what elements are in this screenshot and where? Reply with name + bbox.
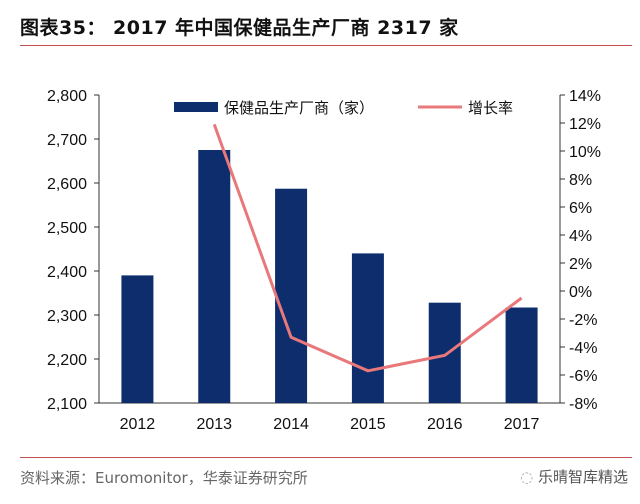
right-tick-label: 12%: [569, 116, 601, 133]
left-tick-label: 2,400: [47, 264, 87, 281]
right-tick-label: 4%: [569, 228, 592, 245]
x-tick-label: 2013: [196, 416, 232, 433]
right-tick-label: 10%: [569, 144, 601, 161]
footer-rule: [20, 457, 632, 458]
legend-bar-swatch: [174, 102, 218, 112]
bar-2012: [121, 275, 154, 403]
left-tick-label: 2,300: [47, 308, 87, 325]
left-tick-label: 2,100: [47, 396, 87, 413]
bar-2015: [351, 253, 384, 403]
title-rule: [20, 45, 632, 46]
right-tick-label: 0%: [569, 284, 592, 301]
right-tick-label: 2%: [569, 256, 592, 273]
bar-2013: [198, 150, 231, 403]
right-tick-label: -2%: [569, 312, 597, 329]
right-tick-label: -8%: [569, 396, 597, 413]
x-tick-label: 2017: [504, 416, 540, 433]
bar-2014: [275, 188, 308, 403]
x-tick-label: 2016: [427, 416, 463, 433]
legend-line-label: 增长率: [468, 100, 513, 117]
right-tick-label: -6%: [569, 368, 597, 385]
left-tick-label: 2,600: [47, 176, 87, 193]
right-tick-label: -4%: [569, 340, 597, 357]
x-tick-label: 2014: [273, 416, 309, 433]
bar-2016: [428, 302, 461, 403]
x-tick-label: 2012: [120, 416, 156, 433]
wechat-icon: ◌: [520, 468, 538, 486]
left-tick-label: 2,800: [47, 88, 87, 105]
legend-bar-label: 保健品生产厂商（家）: [224, 100, 374, 117]
x-tick-label: 2015: [350, 416, 386, 433]
figure-title: 图表35： 2017 年中国保健品生产厂商 2317 家: [20, 17, 459, 39]
left-tick-label: 2,200: [47, 352, 87, 369]
source-note: 资料来源：Euromonitor，华泰证券研究所: [20, 469, 308, 487]
right-tick-label: 6%: [569, 200, 592, 217]
right-tick-label: 14%: [569, 88, 601, 105]
watermark-text: 乐晴智库精选: [537, 468, 628, 486]
left-tick-label: 2,700: [47, 132, 87, 149]
bar-2017: [505, 307, 538, 403]
right-tick-label: 8%: [569, 172, 592, 189]
left-tick-label: 2,500: [47, 220, 87, 237]
watermark: ◌ 乐晴智库精选: [520, 466, 628, 487]
